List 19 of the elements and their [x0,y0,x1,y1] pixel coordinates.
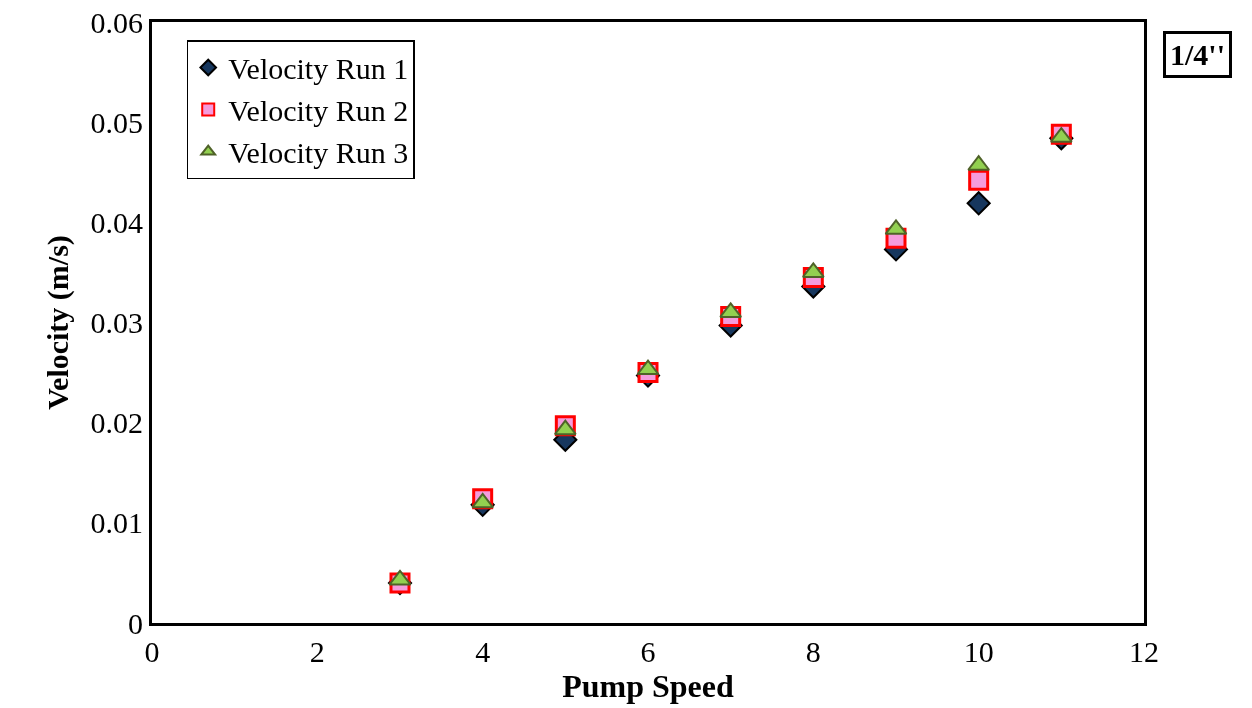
x-axis-title: Pump Speed [562,668,734,704]
x-tick-label: 4 [475,635,491,668]
x-tick-label: 8 [805,635,821,668]
y-tick-label: 0.06 [90,5,143,39]
y-tick-label: 0.04 [90,205,143,239]
x-tick-label: 2 [309,635,325,668]
y-axis-title: Velocity (m/s) [40,235,75,410]
y-tick-label: 0.02 [90,406,143,440]
legend-label: Velocity Run 3 [228,136,409,170]
y-tick-label: 0.01 [90,506,143,540]
y-tick-label: 0 [128,606,143,640]
text: 1/4'' [1170,38,1226,71]
x-tick-label: 6 [640,635,656,668]
legend-label: Velocity Run 1 [228,52,409,86]
y-tick-label: 0.03 [90,306,143,339]
x-tick-label: 10 [963,635,994,668]
x-tick-label: 12 [1129,635,1159,668]
y-tick-label: 0.05 [90,105,143,139]
legend-label: Velocity Run 2 [228,94,409,128]
